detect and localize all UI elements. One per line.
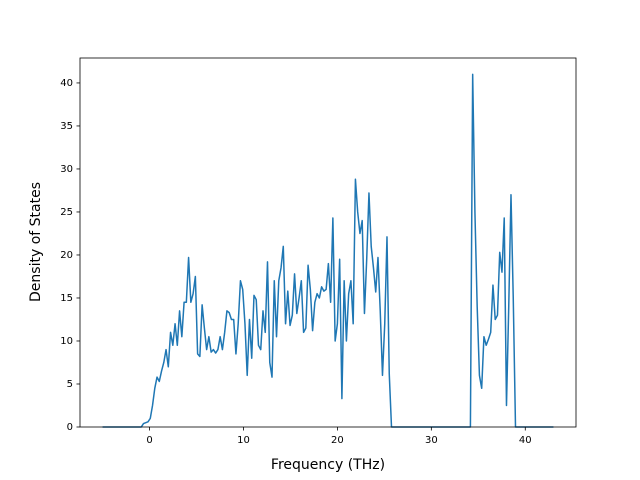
y-tick-label: 15 [60,293,73,304]
y-tick-label: 20 [60,250,73,261]
x-axis-label: Frequency (THz) [271,457,385,473]
line [102,73,554,428]
y-tick-label: 30 [60,164,73,175]
y-tick-label: 0 [67,422,73,433]
y-tick-label: 35 [60,121,73,132]
y-tick-label: 25 [60,207,73,218]
x-tick-label: 10 [237,435,250,446]
plot-frame [79,57,577,428]
x-tick-label: 0 [146,435,152,446]
x-tick-label: 20 [331,435,344,446]
x-tick-label: 40 [519,435,532,446]
y-axis-label: Density of States [28,182,44,302]
y-tick-label: 10 [60,336,73,347]
y-tick-label: 40 [60,78,73,89]
y-tick-label: 5 [67,379,73,390]
x-tick-label: 30 [425,435,438,446]
